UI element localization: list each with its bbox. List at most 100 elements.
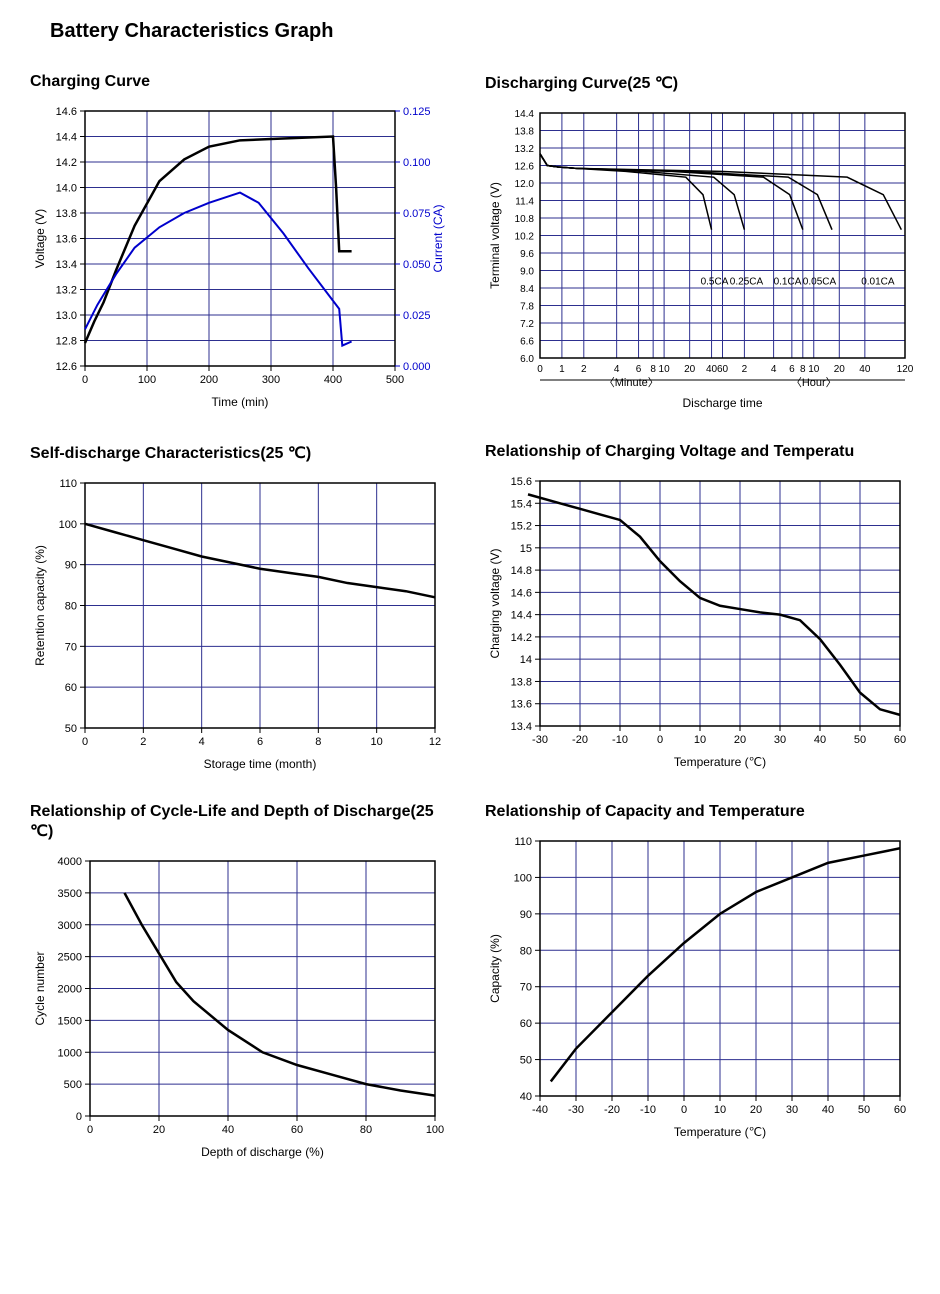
svg-text:40: 40: [814, 734, 826, 746]
svg-text:20: 20: [834, 364, 846, 375]
svg-text:10.2: 10.2: [515, 232, 535, 243]
svg-text:80: 80: [360, 1124, 372, 1136]
svg-text:60: 60: [291, 1124, 303, 1136]
svg-text:0: 0: [82, 736, 88, 748]
svg-text:60: 60: [894, 734, 906, 746]
svg-text:0.1CA: 0.1CA: [774, 277, 802, 288]
svg-text:Capacity (%): Capacity (%): [488, 934, 502, 1003]
svg-text:13.2: 13.2: [515, 144, 535, 155]
capacity-temp-panel: Relationship of Capacity and Temperature…: [485, 803, 910, 1161]
svg-text:0.025: 0.025: [403, 310, 431, 322]
svg-text:200: 200: [200, 374, 218, 386]
svg-text:13.0: 13.0: [56, 310, 77, 322]
svg-text:40: 40: [706, 364, 718, 375]
charging-curve-title: Charging Curve: [30, 73, 455, 91]
cycle-life-panel: Relationship of Cycle-Life and Depth of …: [30, 803, 455, 1161]
row-3: Relationship of Cycle-Life and Depth of …: [30, 803, 910, 1161]
svg-text:2: 2: [742, 364, 748, 375]
svg-text:6: 6: [636, 364, 642, 375]
svg-text:110: 110: [59, 478, 77, 490]
svg-text:13.4: 13.4: [56, 259, 77, 271]
svg-text:20: 20: [153, 1124, 165, 1136]
svg-text:1500: 1500: [58, 1015, 82, 1027]
svg-text:2: 2: [581, 364, 587, 375]
svg-text:-20: -20: [572, 734, 588, 746]
svg-text:100: 100: [59, 519, 77, 531]
svg-text:0.125: 0.125: [403, 106, 431, 118]
svg-text:15.6: 15.6: [511, 476, 532, 488]
svg-text:14.4: 14.4: [56, 132, 77, 144]
svg-text:-10: -10: [640, 1104, 656, 1116]
svg-text:0: 0: [87, 1124, 93, 1136]
svg-text:100: 100: [138, 374, 156, 386]
svg-text:9.6: 9.6: [520, 249, 534, 260]
svg-text:10: 10: [714, 1104, 726, 1116]
svg-text:0.100: 0.100: [403, 157, 431, 169]
capacity-temp-chart: -40-30-20-100102030405060405060708090100…: [485, 831, 915, 1141]
svg-text:40: 40: [859, 364, 871, 375]
svg-text:80: 80: [520, 945, 532, 957]
svg-text:0: 0: [681, 1104, 687, 1116]
svg-text:100: 100: [426, 1124, 444, 1136]
svg-text:15.2: 15.2: [511, 521, 532, 533]
svg-text:13.6: 13.6: [511, 699, 532, 711]
svg-text:12: 12: [429, 736, 441, 748]
svg-text:0.25CA: 0.25CA: [730, 277, 764, 288]
svg-text:7.8: 7.8: [520, 302, 534, 313]
svg-text:10: 10: [694, 734, 706, 746]
svg-text:0.01CA: 0.01CA: [861, 277, 895, 288]
discharging-curve-chart: 6.06.67.27.88.49.09.610.210.811.412.012.…: [485, 103, 915, 413]
svg-text:15: 15: [520, 543, 532, 555]
svg-text:40: 40: [222, 1124, 234, 1136]
svg-text:-40: -40: [532, 1104, 548, 1116]
svg-text:Depth of discharge (%): Depth of discharge (%): [201, 1145, 324, 1159]
svg-text:60: 60: [717, 364, 729, 375]
svg-text:0.05CA: 0.05CA: [803, 277, 837, 288]
svg-text:0.075: 0.075: [403, 208, 431, 220]
svg-text:2500: 2500: [58, 952, 82, 964]
svg-text:15.4: 15.4: [511, 498, 532, 510]
svg-text:70: 70: [65, 641, 77, 653]
svg-text:3500: 3500: [58, 888, 82, 900]
svg-text:14.4: 14.4: [511, 610, 532, 622]
svg-text:-30: -30: [568, 1104, 584, 1116]
discharging-curve-title: Discharging Curve(25 ℃): [485, 73, 910, 93]
svg-text:120: 120: [897, 364, 914, 375]
svg-text:30: 30: [774, 734, 786, 746]
svg-text:0: 0: [76, 1111, 82, 1123]
svg-text:110: 110: [514, 836, 532, 848]
svg-text:Discharge time: Discharge time: [682, 396, 762, 410]
svg-text:14.8: 14.8: [511, 565, 532, 577]
svg-text:Current (CA): Current (CA): [431, 204, 445, 272]
svg-text:10: 10: [371, 736, 383, 748]
svg-text:90: 90: [65, 560, 77, 572]
svg-text:12.8: 12.8: [56, 336, 77, 348]
svg-text:10.8: 10.8: [515, 214, 535, 225]
svg-text:4: 4: [771, 364, 777, 375]
svg-text:20: 20: [750, 1104, 762, 1116]
svg-text:60: 60: [894, 1104, 906, 1116]
svg-text:14.4: 14.4: [515, 109, 535, 120]
svg-text:14.6: 14.6: [511, 587, 532, 599]
svg-text:-20: -20: [604, 1104, 620, 1116]
svg-text:3000: 3000: [58, 920, 82, 932]
svg-text:60: 60: [520, 1018, 532, 1030]
svg-text:8.4: 8.4: [520, 284, 534, 295]
charging-voltage-temp-panel: Relationship of Charging Voltage and Tem…: [485, 443, 910, 773]
svg-text:40: 40: [520, 1091, 532, 1103]
svg-text:-30: -30: [532, 734, 548, 746]
svg-text:4: 4: [614, 364, 620, 375]
cycle-life-title: Relationship of Cycle-Life and Depth of …: [30, 803, 455, 841]
svg-text:12.6: 12.6: [515, 162, 535, 173]
svg-text:6: 6: [789, 364, 795, 375]
svg-text:400: 400: [324, 374, 342, 386]
svg-text:14.6: 14.6: [56, 106, 77, 118]
self-discharge-chart: 0246810125060708090100110Storage time (m…: [30, 473, 450, 773]
page-title: Battery Characteristics Graph: [50, 20, 910, 43]
svg-text:4: 4: [199, 736, 205, 748]
svg-text:9.0: 9.0: [520, 267, 534, 278]
svg-text:12.0: 12.0: [515, 179, 535, 190]
svg-text:50: 50: [520, 1055, 532, 1067]
svg-text:Retention capacity (%): Retention capacity (%): [33, 545, 47, 666]
self-discharge-title: Self-discharge Characteristics(25 ℃): [30, 443, 455, 463]
